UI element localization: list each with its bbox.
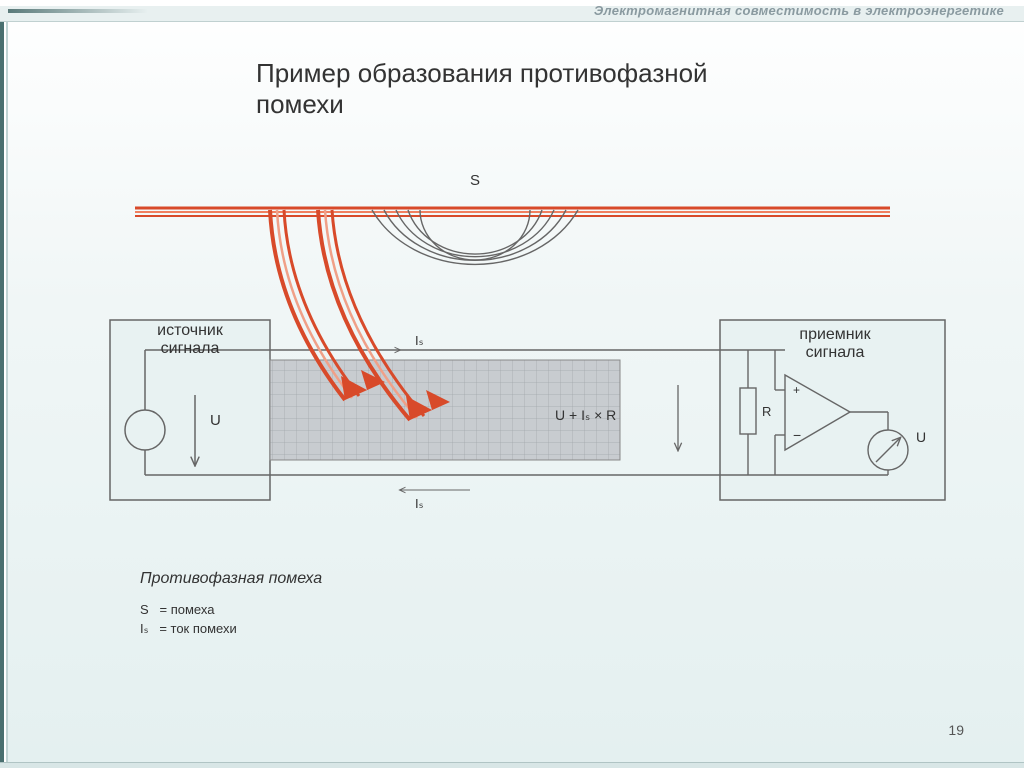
interference-arcs — [372, 210, 578, 264]
label-voltage-expr: U + Iₛ × R — [555, 407, 616, 423]
legend-row: S = помеха — [140, 602, 322, 617]
source-label-line2: сигнала — [161, 340, 220, 357]
legend-def: = ток помехи — [159, 621, 236, 636]
legend-symbol: Iₛ — [140, 621, 148, 636]
label-plus: + — [793, 383, 800, 397]
label-Is-bottom: Iₛ — [415, 496, 424, 511]
source-label: источник сигнала — [135, 322, 245, 358]
page-number: 19 — [948, 722, 964, 738]
label-U-right: U — [916, 429, 926, 445]
label-U-left: U — [210, 412, 221, 429]
legend-def: = помеха — [160, 602, 215, 617]
label-Is-top: Iₛ — [415, 333, 424, 348]
receiver-label: приемник сигнала — [780, 326, 890, 362]
source-label-line1: источник — [157, 322, 223, 339]
legend-row: Iₛ = ток помехи — [140, 621, 322, 637]
legend-title: Противофазная помеха — [140, 570, 322, 588]
header-text: Электромагнитная совместимость в электро… — [594, 3, 1004, 18]
receiver-label-line1: приемник — [799, 326, 870, 343]
bottom-bar — [0, 762, 1024, 768]
slide-title: Пример образования противофазной помехи — [256, 58, 768, 120]
label-minus: − — [793, 427, 801, 443]
diagram: S U R + — [80, 130, 960, 550]
overhead-cable — [135, 208, 890, 216]
legend: Противофазная помеха S = помеха Iₛ = ток… — [140, 570, 322, 641]
label-R: R — [762, 404, 771, 419]
receiver-label-line2: сигнала — [806, 344, 865, 361]
legend-symbol: S — [140, 602, 149, 617]
label-S: S — [470, 172, 480, 189]
left-stripe — [0, 22, 4, 763]
